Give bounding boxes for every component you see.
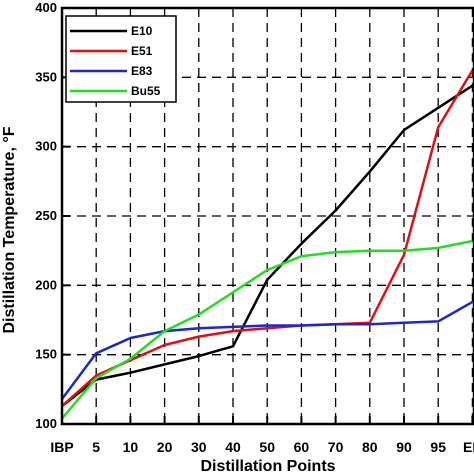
x-axis-title: Distillation Points — [200, 458, 335, 474]
x-axis-ticks: IBP 5 10 20 30 40 50 60 70 80 90 95 EP — [50, 416, 474, 455]
y-tick-label: 250 — [35, 208, 57, 223]
legend-label-e10: E10 — [131, 24, 153, 38]
legend: E10 E51 E83 Bu55 — [65, 15, 177, 103]
x-tick-label: 95 — [430, 439, 446, 455]
y-tick-label: 400 — [35, 0, 57, 15]
y-tick-label: 200 — [35, 277, 57, 292]
x-tick-label: 50 — [259, 439, 275, 455]
legend-label-bu55: Bu55 — [131, 84, 161, 98]
y-axis-title: Distillation Temperature, °F — [1, 126, 18, 333]
x-tick-label: 20 — [157, 439, 173, 455]
y-axis-ticks: 100 150 200 250 300 350 400 — [35, 0, 70, 431]
series-line-bu55 — [61, 239, 473, 420]
x-tick-label: IBP — [50, 439, 73, 455]
x-tick-label: 70 — [328, 439, 344, 455]
x-tick-label: 90 — [396, 439, 412, 455]
series-lines — [60, 69, 474, 420]
y-tick-label: 100 — [35, 416, 57, 431]
y-tick-label: 150 — [35, 347, 57, 362]
x-tick-label: 30 — [191, 439, 207, 455]
x-tick-label: 5 — [92, 439, 100, 455]
x-tick-label: 40 — [225, 439, 241, 455]
x-tick-label: 60 — [294, 439, 310, 455]
y-tick-label: 350 — [35, 69, 57, 84]
series-line-e83 — [60, 300, 474, 400]
x-tick-label: 10 — [123, 439, 139, 455]
legend-label-e51: E51 — [131, 44, 153, 58]
y-tick-label: 300 — [35, 139, 57, 154]
x-tick-label: EP — [463, 439, 474, 455]
x-tick-label: 80 — [362, 439, 378, 455]
series-line-e10 — [61, 84, 474, 407]
legend-label-e83: E83 — [131, 64, 153, 78]
